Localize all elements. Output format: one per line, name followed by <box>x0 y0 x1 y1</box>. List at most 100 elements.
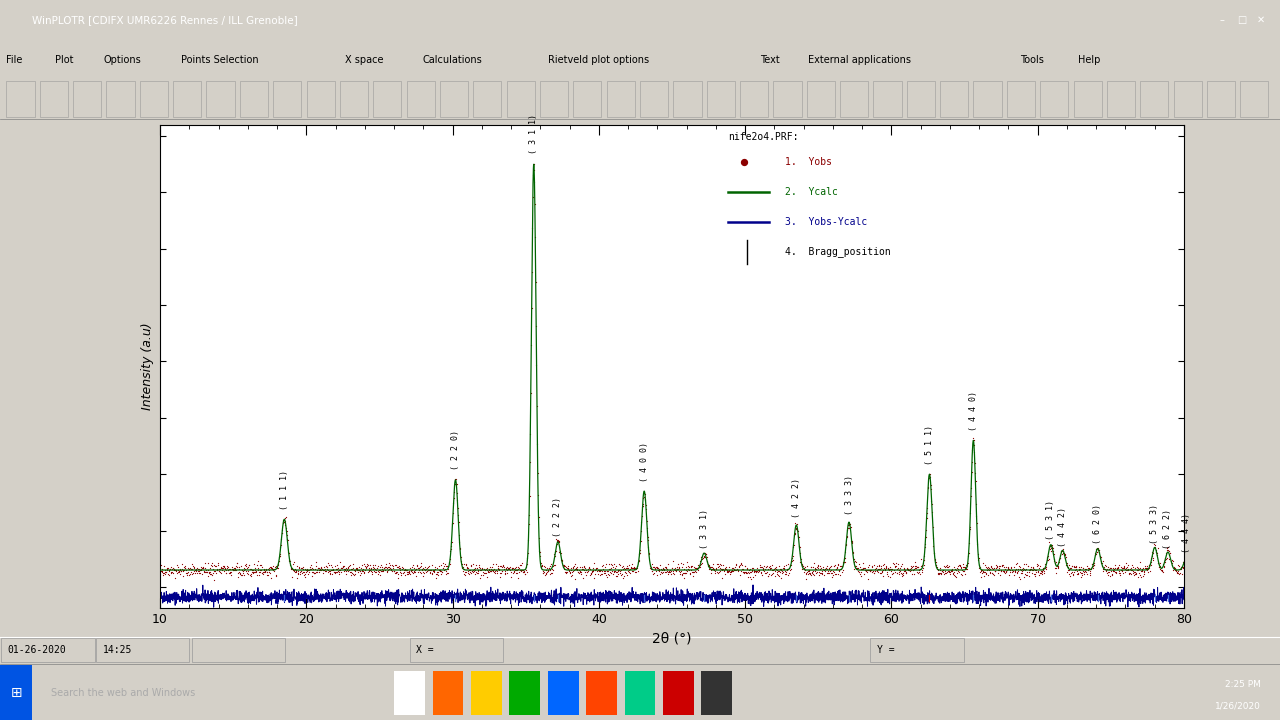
Point <box>941 565 961 577</box>
Point <box>1053 547 1074 559</box>
Point <box>1093 565 1114 577</box>
Point <box>748 567 768 578</box>
Point <box>1060 570 1080 582</box>
Text: Calculations: Calculations <box>422 55 483 66</box>
Point <box>783 541 804 552</box>
Point <box>1112 567 1133 579</box>
Point <box>872 567 892 579</box>
Bar <box>707 81 735 117</box>
Point <box>1111 562 1132 573</box>
Point <box>530 546 550 558</box>
Point <box>236 559 256 571</box>
Point <box>1082 562 1102 573</box>
Point <box>769 570 790 582</box>
Point <box>584 565 604 577</box>
Point <box>1025 569 1046 580</box>
Point <box>832 557 852 569</box>
Point <box>620 564 640 575</box>
Point <box>503 562 524 574</box>
Point <box>485 564 506 576</box>
Point <box>660 566 681 577</box>
Point <box>599 558 620 570</box>
Point <box>589 564 609 575</box>
Point <box>787 525 808 536</box>
Point <box>191 563 211 575</box>
Point <box>1097 567 1117 578</box>
Bar <box>73 81 101 117</box>
Point <box>1052 545 1073 557</box>
Point <box>339 566 360 577</box>
Point <box>221 563 242 575</box>
Point <box>984 569 1005 580</box>
Point <box>977 564 997 576</box>
Point <box>914 554 934 566</box>
Point <box>582 562 603 574</box>
Point <box>785 517 805 528</box>
Point <box>1018 560 1038 572</box>
Point <box>521 302 541 313</box>
Point <box>488 564 508 575</box>
Point <box>955 561 975 572</box>
Point <box>786 523 806 535</box>
Point <box>466 567 486 579</box>
Point <box>737 567 758 578</box>
Point <box>154 567 174 579</box>
Point <box>211 562 232 573</box>
Point <box>824 568 845 580</box>
Point <box>499 563 520 575</box>
Point <box>353 567 374 579</box>
Point <box>1161 554 1181 566</box>
Point <box>447 487 467 498</box>
Point <box>1034 562 1055 574</box>
Point <box>902 564 923 576</box>
Point <box>573 572 594 583</box>
Point <box>1174 555 1194 567</box>
Point <box>1039 540 1060 552</box>
Point <box>356 561 376 572</box>
Point <box>851 564 872 575</box>
Point <box>712 564 732 575</box>
Point <box>314 564 334 576</box>
Point <box>1073 562 1093 574</box>
Point <box>452 562 472 574</box>
Point <box>846 556 867 567</box>
Bar <box>509 671 540 714</box>
Point <box>677 565 698 577</box>
Point <box>914 550 934 562</box>
Point <box>970 567 991 578</box>
Point <box>869 559 890 570</box>
Point <box>324 566 344 577</box>
Point <box>334 561 355 572</box>
Point <box>398 568 419 580</box>
Point <box>600 559 621 570</box>
Point <box>751 561 772 572</box>
Point <box>289 562 310 573</box>
Point <box>348 567 369 578</box>
Point <box>750 559 771 571</box>
Point <box>556 566 576 577</box>
Text: ( 2 2 0): ( 2 2 0) <box>451 431 460 470</box>
Point <box>1162 559 1183 571</box>
Point <box>701 561 722 572</box>
Point <box>1082 559 1102 570</box>
Point <box>611 569 631 580</box>
Bar <box>410 638 503 662</box>
Point <box>800 567 820 579</box>
Point <box>1125 568 1146 580</box>
Point <box>621 561 641 572</box>
Point <box>367 561 388 572</box>
Point <box>763 567 783 579</box>
Point <box>300 563 320 575</box>
Point <box>620 567 640 578</box>
Point <box>685 562 705 574</box>
Point <box>895 565 915 577</box>
Point <box>236 558 256 570</box>
Point <box>549 546 570 557</box>
Point <box>1119 559 1139 571</box>
Point <box>259 562 279 574</box>
Point <box>792 558 813 570</box>
Point <box>1089 550 1110 562</box>
Point <box>332 562 352 574</box>
Point <box>202 563 223 575</box>
Bar <box>471 671 502 714</box>
